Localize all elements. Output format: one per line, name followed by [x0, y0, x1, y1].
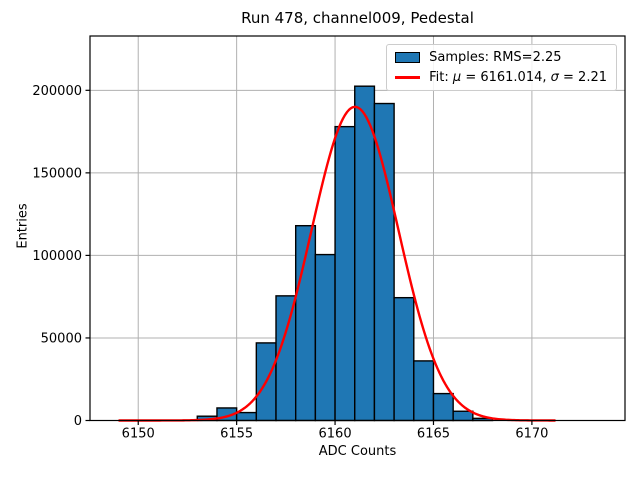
samples-swatch-icon: [395, 52, 421, 64]
legend-samples-label: Samples: RMS=2.25: [429, 50, 562, 66]
fit-label-sigma-symbol: σ: [550, 69, 559, 85]
x-tick-label: 6160: [319, 427, 352, 442]
y-tick-label: 50000: [41, 331, 82, 346]
histogram-bar: [354, 85, 376, 422]
axes-spines: [89, 35, 626, 422]
x-axis-label: ADC Counts: [318, 444, 397, 459]
histogram-bar: [235, 411, 258, 422]
x-tick-label: 6165: [417, 427, 450, 442]
histogram-bar: [334, 125, 356, 422]
y-tick-label: 200000: [32, 84, 82, 99]
y-tick-label: 100000: [32, 249, 82, 264]
histogram-bar: [373, 102, 395, 422]
fit-label-sigma-value: = 2.21: [558, 69, 607, 85]
x-tick-label: 6170: [515, 427, 548, 442]
fit-label-mu-symbol: μ: [452, 69, 462, 85]
fit-label-prefix: Fit:: [429, 69, 453, 85]
histogram-bar: [275, 295, 297, 422]
y-axis-label: Entries: [15, 203, 31, 249]
x-tick-label: 6150: [122, 427, 155, 442]
fit-label-mu-value: = 6161.014,: [461, 69, 551, 85]
histogram-bar: [314, 253, 336, 422]
y-tick-label: 150000: [32, 166, 82, 181]
histogram-bar: [432, 392, 454, 422]
x-tick-label: 6155: [220, 427, 253, 442]
legend-fit-label: Fit: μ = 6161.014, σ = 2.21: [429, 70, 607, 85]
y-tick-label: 0: [74, 414, 82, 429]
chart-title: Run 478, channel009, Pedestal: [241, 9, 474, 27]
legend: Samples: RMS=2.25 Fit: μ = 6161.014, σ =…: [386, 44, 617, 91]
histogram-bar: [452, 410, 474, 422]
histogram-bar: [393, 296, 415, 422]
legend-item-fit: Fit: μ = 6161.014, σ = 2.21: [395, 68, 607, 88]
histogram-bar: [413, 360, 435, 422]
legend-item-samples: Samples: RMS=2.25: [395, 48, 607, 68]
fit-line-swatch-icon: [395, 76, 421, 79]
